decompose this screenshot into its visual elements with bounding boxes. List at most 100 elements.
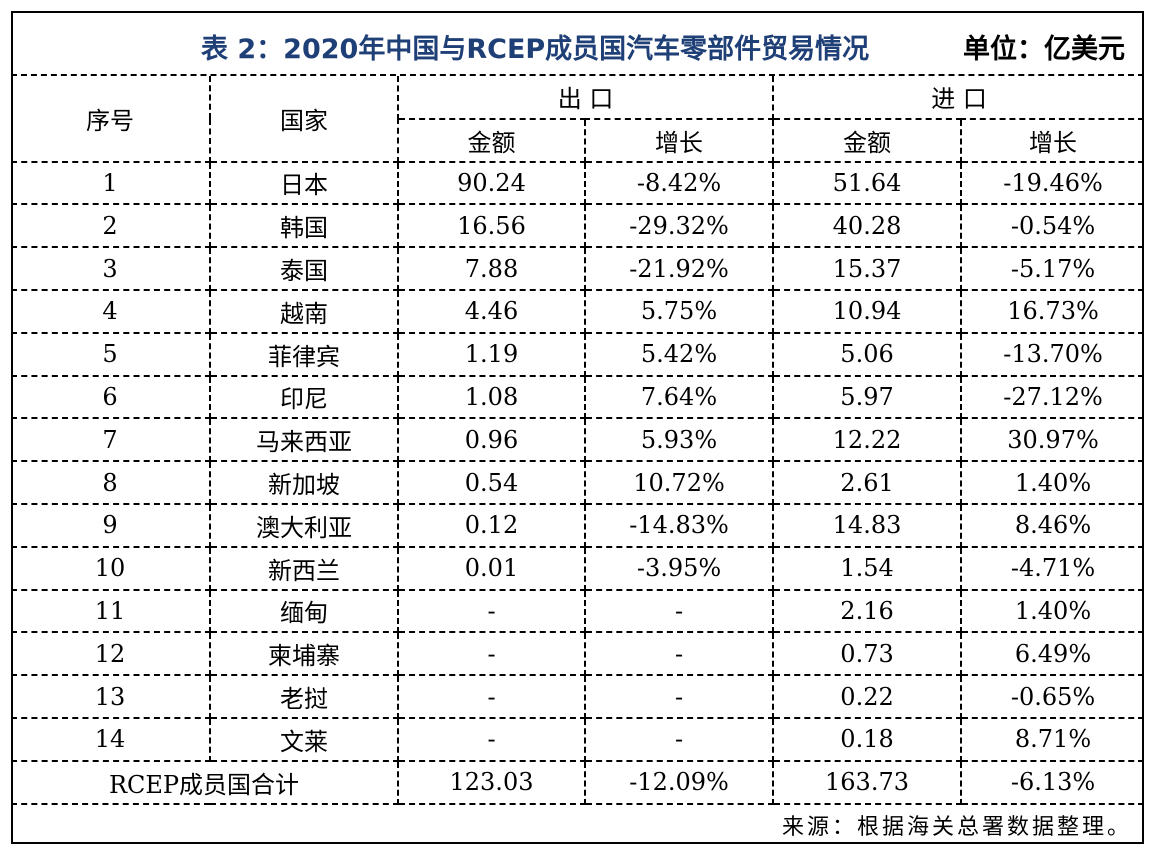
header-import-growth: 增长 — [960, 117, 1145, 163]
cell-export-growth: 7.64% — [583, 374, 775, 420]
cell-index: 3 — [11, 246, 211, 291]
table-row: 6 印尼 1.08 7.64% 5.97 -27.12% — [11, 374, 1145, 420]
cell-country: 越南 — [209, 288, 399, 334]
cell-import-amount: 0.22 — [772, 674, 963, 719]
table-row: 7 马来西亚 0.96 5.93% 12.22 30.97% — [11, 417, 1145, 463]
total-export-growth: -12.09% — [583, 759, 775, 805]
cell-export-growth: 5.75% — [583, 288, 775, 334]
title-row: 表 2：2020年中国与RCEP成员国汽车零部件贸易情况 单位：亿美元 — [11, 13, 1144, 76]
cell-index: 11 — [11, 588, 211, 634]
cell-import-amount: 14.83 — [772, 502, 963, 548]
cell-export-growth: - — [583, 588, 775, 634]
cell-export-amount: 16.56 — [397, 203, 586, 249]
cell-index: 6 — [11, 374, 211, 420]
cell-export-amount: 0.96 — [397, 417, 586, 463]
cell-import-growth: -0.54% — [960, 203, 1145, 249]
cell-export-amount: 7.88 — [397, 246, 586, 291]
cell-export-amount: - — [397, 631, 586, 677]
cell-import-growth: -0.65% — [960, 674, 1145, 719]
cell-index: 12 — [11, 631, 211, 677]
table-title: 表 2：2020年中国与RCEP成员国汽车零部件贸易情况 — [201, 34, 870, 65]
cell-country: 老挝 — [209, 674, 399, 719]
cell-import-amount: 2.61 — [772, 460, 963, 505]
cell-import-amount: 51.64 — [772, 160, 963, 206]
cell-country: 文莱 — [209, 716, 399, 762]
total-label: RCEP成员国合计 — [11, 759, 399, 805]
cell-index: 13 — [11, 674, 211, 719]
table-row: 9 澳大利亚 0.12 -14.83% 14.83 8.46% — [11, 502, 1145, 548]
cell-index: 5 — [11, 331, 211, 377]
table-row: 5 菲律宾 1.19 5.42% 5.06 -13.70% — [11, 331, 1145, 377]
header-row-2: 金额 增长 金额 增长 — [11, 117, 1145, 163]
cell-export-amount: 4.46 — [397, 288, 586, 334]
cell-import-growth: 1.40% — [960, 588, 1145, 634]
cell-country: 日本 — [209, 160, 399, 206]
table-row: 13 老挝 - -0.22 -0.65% — [11, 674, 1145, 719]
total-import-amount: 163.73 — [772, 759, 963, 805]
source-row: 来源：根据海关总署数据整理。 — [11, 801, 1144, 844]
cell-country: 马来西亚 — [209, 417, 399, 463]
cell-index: 4 — [11, 288, 211, 334]
cell-export-amount: 0.54 — [397, 460, 586, 505]
cell-import-amount: 5.97 — [772, 374, 963, 420]
cell-export-growth: -21.92% — [583, 246, 775, 291]
cell-index: 8 — [11, 460, 211, 505]
cell-country: 泰国 — [209, 246, 399, 291]
total-export-amount: 123.03 — [397, 759, 586, 805]
cell-export-amount: - — [397, 716, 586, 762]
table-row: 8 新加坡 0.54 10.72% 2.61 1.40% — [11, 460, 1145, 505]
cell-index: 9 — [11, 502, 211, 548]
cell-country: 印尼 — [209, 374, 399, 420]
cell-export-growth: - — [583, 716, 775, 762]
cell-import-growth: 16.73% — [960, 288, 1145, 334]
cell-import-growth: 6.49% — [960, 631, 1145, 677]
cell-import-amount: 0.73 — [772, 631, 963, 677]
cell-import-amount: 15.37 — [772, 246, 963, 291]
table-row: 3 泰国 7.88 -21.92% 15.37 -5.17% — [11, 246, 1145, 291]
cell-import-amount: 0.18 — [772, 716, 963, 762]
cell-country: 澳大利亚 — [209, 502, 399, 548]
cell-export-amount: - — [397, 588, 586, 634]
cell-import-growth: -4.71% — [960, 545, 1145, 591]
header-country: 国家 — [209, 76, 399, 163]
cell-country: 柬埔寨 — [209, 631, 399, 677]
cell-export-amount: 1.19 — [397, 331, 586, 377]
total-row: RCEP成员国合计 123.03 -12.09% 163.73 -6.13% — [11, 759, 1145, 805]
cell-index: 14 — [11, 716, 211, 762]
table-row: 2 韩国 16.56 -29.32% 40.28 -0.54% — [11, 203, 1145, 249]
cell-index: 7 — [11, 417, 211, 463]
cell-import-growth: 8.71% — [960, 716, 1145, 762]
cell-export-amount: 0.01 — [397, 545, 586, 591]
cell-import-growth: -19.46% — [960, 160, 1145, 206]
table-row: 4 越南 4.46 5.75% 10.94 16.73% — [11, 288, 1145, 334]
cell-import-amount: 5.06 — [772, 331, 963, 377]
source-note: 来源：根据海关总署数据整理。 — [781, 815, 1132, 840]
cell-export-growth: -29.32% — [583, 203, 775, 249]
cell-import-growth: -13.70% — [960, 331, 1145, 377]
header-index: 序号 — [11, 76, 211, 163]
cell-export-growth: 5.42% — [583, 331, 775, 377]
cell-country: 菲律宾 — [209, 331, 399, 377]
table-row: 11 缅甸 - -2.16 1.40% — [11, 588, 1145, 634]
cell-import-growth: 30.97% — [960, 417, 1145, 463]
cell-export-amount: 90.24 — [397, 160, 586, 206]
cell-country: 新加坡 — [209, 460, 399, 505]
cell-country: 新西兰 — [209, 545, 399, 591]
cell-index: 2 — [11, 203, 211, 249]
header-export-amount: 金额 — [397, 117, 586, 163]
cell-index: 10 — [11, 545, 211, 591]
cell-country: 缅甸 — [209, 588, 399, 634]
table-body: 1 日本 90.24 -8.42% 51.64 -19.46% 2 韩国 16.56 -29.32… — [11, 160, 1145, 805]
cell-export-growth: 10.72% — [583, 460, 775, 505]
trade-table: 序号 国家 出 口 进 口 金额 增长 金额 增长 1 日本 90.24 -8.42%… — [11, 76, 1145, 805]
table-row: 12 柬埔寨 - -0.73 6.49% — [11, 631, 1145, 677]
header-import-amount: 金额 — [772, 117, 963, 163]
cell-import-growth: 1.40% — [960, 460, 1145, 505]
cell-export-amount: - — [397, 674, 586, 719]
cell-import-amount: 2.16 — [772, 588, 963, 634]
header-import: 进 口 — [772, 76, 1145, 120]
table-row: 14 文莱 - -0.18 8.71% — [11, 716, 1145, 762]
cell-import-amount: 40.28 — [772, 203, 963, 249]
cell-export-growth: -8.42% — [583, 160, 775, 206]
cell-index: 1 — [11, 160, 211, 206]
